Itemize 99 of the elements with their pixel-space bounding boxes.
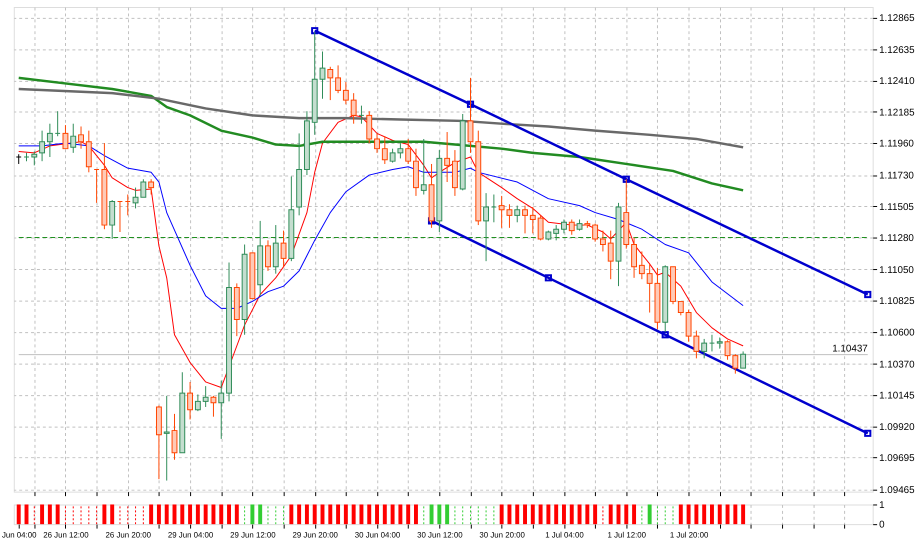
point <box>662 331 669 338</box>
y-tick-label: 1.11505 <box>879 202 914 213</box>
candlestick <box>483 192 490 262</box>
candlestick <box>31 150 38 166</box>
line-series <box>17 88 744 149</box>
point <box>311 27 318 34</box>
candlestick <box>405 138 412 164</box>
y-tick-label: 1.09920 <box>879 422 916 433</box>
candlestick <box>686 309 692 342</box>
candlestick <box>218 380 224 440</box>
y-tick-label: 1.12410 <box>879 76 916 88</box>
candlestick <box>631 237 638 278</box>
candlestick <box>709 334 715 352</box>
point <box>864 430 872 437</box>
candlestick <box>374 132 380 154</box>
y-tick-label: 1.11280 <box>879 233 914 244</box>
point <box>544 274 552 282</box>
candlestick <box>366 110 372 144</box>
candlestick <box>724 340 730 360</box>
y-tick-label: 1.12865 <box>879 12 916 24</box>
candlestick <box>124 194 131 216</box>
candlestick <box>678 300 684 316</box>
candlestick <box>46 123 53 158</box>
candlestick <box>693 330 700 359</box>
x-tick-label: 1 Jul 04:00 <box>545 530 584 540</box>
x-tick-label: 29 Jun 20:00 <box>292 530 339 540</box>
candlestick <box>390 148 396 164</box>
candlestick <box>530 206 536 234</box>
candlestick <box>522 205 528 234</box>
candlestick <box>54 110 61 137</box>
y-tick-label: 1.10825 <box>879 296 916 308</box>
y-tick-label: 0 <box>879 520 886 531</box>
candlestick <box>506 204 512 228</box>
candlestick <box>608 230 614 280</box>
y-tick-label: 1.09695 <box>879 453 916 464</box>
candlestick <box>94 169 100 204</box>
x-tick-label: 30 Jun 20:00 <box>479 530 526 540</box>
candlestick <box>468 77 474 154</box>
candlestick <box>140 178 146 198</box>
candlestick <box>164 395 170 482</box>
y-tick-label: 1.10600 <box>879 327 916 338</box>
candlestick <box>382 136 388 164</box>
candlestick <box>335 64 342 94</box>
y-tick-label: 1.11050 <box>879 264 914 276</box>
candlestick <box>397 142 404 159</box>
candlestick <box>732 354 738 374</box>
x-tick-label: 29 Jun 04:00 <box>168 530 214 540</box>
x-tick-label: 30 Jun 12:00 <box>417 530 464 540</box>
candlestick <box>568 219 575 236</box>
candlestick <box>716 337 723 350</box>
point <box>622 176 630 183</box>
x-tick-label: 30 Jun 04:00 <box>354 530 401 540</box>
candlestick <box>210 395 216 418</box>
candlestick <box>358 105 364 124</box>
candlestick <box>320 51 326 100</box>
candlestick <box>420 138 427 196</box>
y-tick-label: 1.11730 <box>879 170 914 182</box>
x-tick-label: 1 Jul 12:00 <box>608 530 647 540</box>
candlestick <box>444 132 450 183</box>
candlestick <box>39 130 46 162</box>
candlestick <box>600 230 606 252</box>
candlestick <box>16 154 22 164</box>
x-tick-label: Jun 04:00 <box>2 530 38 540</box>
candlestick <box>561 219 567 234</box>
candlestick <box>62 124 68 150</box>
candlestick <box>109 200 116 240</box>
point <box>466 100 474 108</box>
candlestick <box>132 187 138 209</box>
y-tick-label: 1 <box>879 500 885 511</box>
candlestick <box>117 200 123 232</box>
point <box>864 290 872 298</box>
y-tick-label: 1.10370 <box>879 359 916 370</box>
candlestick <box>148 178 154 196</box>
y-tick-label: 1.11960 <box>879 138 914 150</box>
candlestick <box>498 195 505 228</box>
y-tick-label: 1.10145 <box>879 390 916 402</box>
candlestick <box>740 350 746 369</box>
candlestick <box>701 338 708 359</box>
ref-line-label: 1.10437 <box>832 344 868 355</box>
candlestick <box>490 194 497 223</box>
candlestick <box>514 205 520 223</box>
candlestick <box>172 413 178 460</box>
y-tick-label: 1.09465 <box>879 485 916 496</box>
y-tick-label: 1.12185 <box>879 107 916 118</box>
candlestick <box>70 123 76 154</box>
x-tick-label: 26 Jun 20:00 <box>106 530 152 540</box>
y-tick-label: 1.12635 <box>879 44 916 56</box>
x-tick-label: 26 Jun 12:00 <box>43 530 90 540</box>
line-series <box>17 76 744 192</box>
x-tick-label: 1 Jul 20:00 <box>670 530 709 540</box>
candlestick <box>576 219 582 232</box>
candlestick <box>280 230 286 268</box>
candlestick <box>78 126 84 150</box>
candlestick <box>187 381 194 420</box>
candlestick <box>272 224 279 274</box>
candlestick <box>538 214 544 241</box>
candlestick <box>265 240 271 272</box>
candlestick <box>327 66 334 101</box>
x-tick-label: 29 Jun 12:00 <box>230 530 276 540</box>
